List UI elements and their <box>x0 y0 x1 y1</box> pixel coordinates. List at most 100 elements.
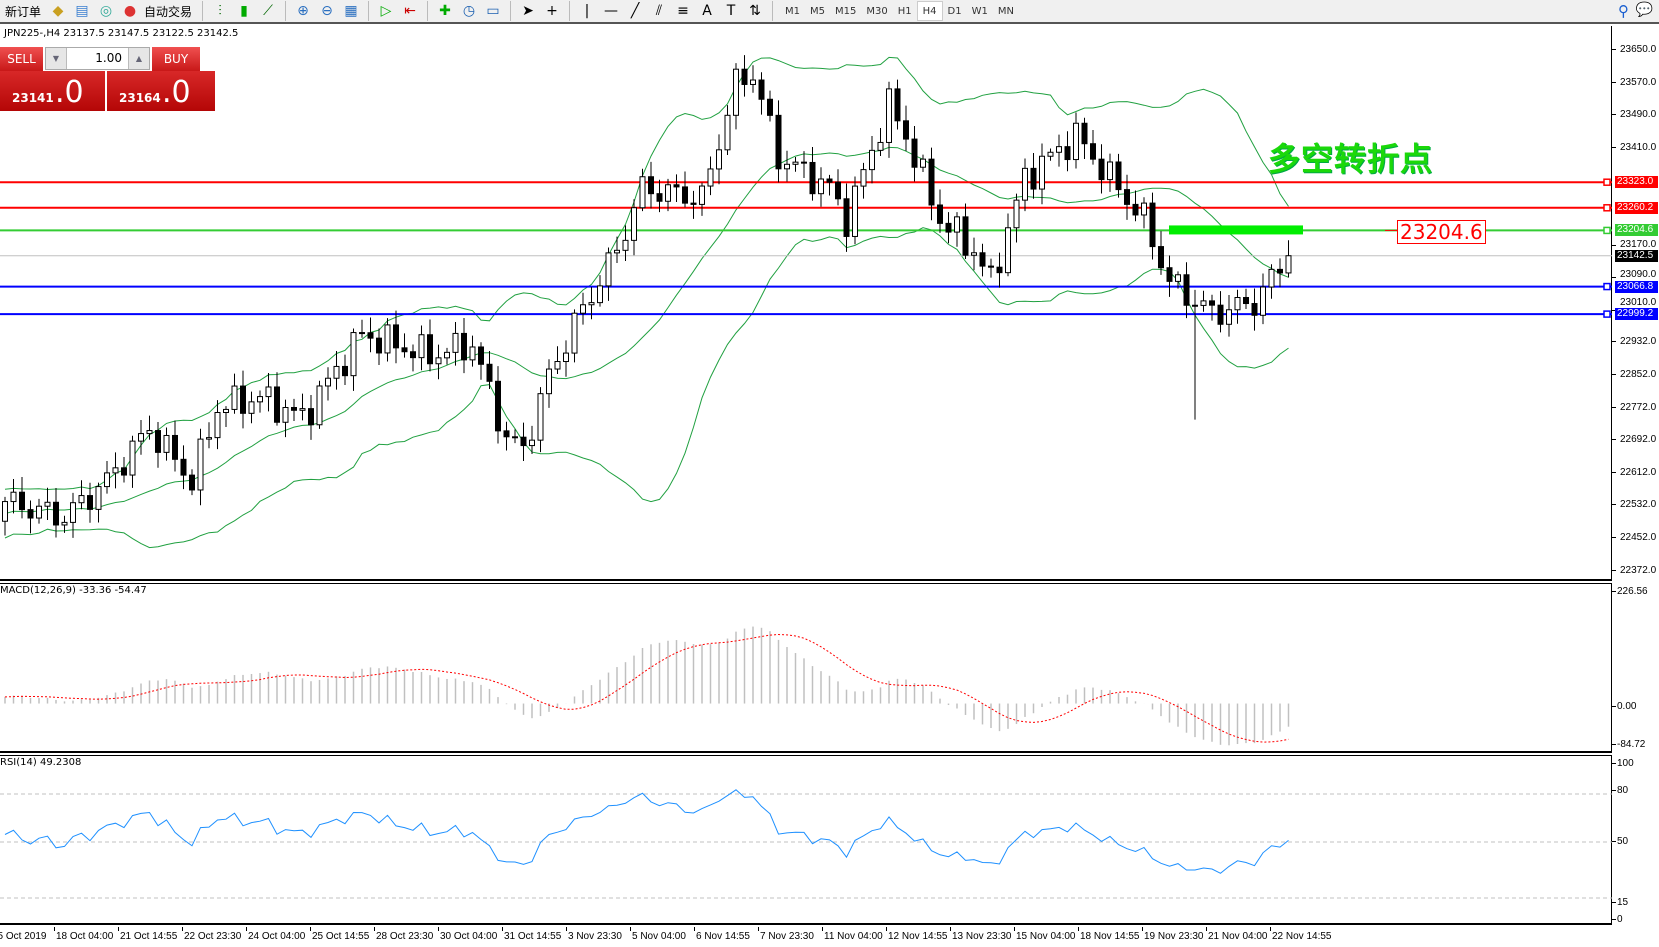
timeframe-mn[interactable]: MN <box>997 5 1014 17</box>
candle-body <box>1005 227 1011 274</box>
bar-chart-icon[interactable]: ⫶ <box>218 3 222 19</box>
candle-body <box>716 149 722 170</box>
indicators-icon[interactable]: ✚ <box>439 3 451 19</box>
price-tick <box>1612 341 1616 343</box>
periods-icon[interactable]: ◷ <box>462 3 476 19</box>
candle <box>308 395 314 440</box>
tile-windows-icon[interactable]: ▦ <box>344 3 358 19</box>
candle-body <box>571 312 578 354</box>
candle-body <box>172 434 178 460</box>
crosshair-icon[interactable]: + <box>546 3 558 19</box>
cursor-icon[interactable]: ➤ <box>522 3 534 19</box>
candle <box>852 176 858 245</box>
navigator-icon[interactable]: ◎ <box>99 3 113 19</box>
candle-body <box>1081 122 1088 145</box>
candle <box>520 422 527 461</box>
candle-body <box>699 185 705 205</box>
line-chart-icon[interactable]: ⟋ <box>263 3 273 19</box>
candle <box>469 335 476 367</box>
candle-body <box>546 368 552 395</box>
time-tick <box>118 927 119 931</box>
price-tick-label: 23170.0 <box>1620 238 1657 250</box>
candle-body <box>597 285 603 304</box>
buy-price-button[interactable]: 23164 .0 <box>107 71 215 111</box>
candle <box>401 333 408 358</box>
candle <box>44 487 51 521</box>
time-tick <box>374 927 375 931</box>
time-tick <box>822 927 823 931</box>
macd-pane[interactable]: MACD(12,26,9) -33.36 -54.47 <box>0 583 1612 753</box>
horizontal-line-icon[interactable]: — <box>604 3 619 19</box>
candle-body <box>1107 161 1113 181</box>
candle <box>1030 153 1037 199</box>
timeframe-w1[interactable]: W1 <box>971 5 988 17</box>
candle <box>257 390 263 413</box>
fibonacci-icon[interactable]: ≡ <box>677 3 689 19</box>
candle <box>665 178 671 212</box>
sell-button[interactable]: SELL <box>0 47 43 71</box>
candlestick-icon[interactable]: ▮ <box>240 3 248 19</box>
equidistant-channel-icon[interactable]: ⫽ <box>655 3 663 19</box>
candle-body <box>19 491 25 511</box>
macd-signal-line <box>4 633 1289 743</box>
candle-body <box>911 138 918 168</box>
candle <box>979 243 986 277</box>
data-window-icon[interactable]: ▤ <box>75 3 89 19</box>
sell-price: 23141 <box>12 91 54 105</box>
trendline-icon[interactable]: ╱ <box>630 3 640 19</box>
arrows-icon[interactable]: ⇅ <box>749 3 761 19</box>
search-icon[interactable]: ⚲ <box>1618 2 1629 20</box>
main-chart-pane[interactable]: JPN225-,H4 23137.5 23147.5 23122.5 23142… <box>0 26 1612 581</box>
timeframe-d1[interactable]: D1 <box>947 5 962 17</box>
annotation-text[interactable]: 多空转折点 <box>1268 140 1434 178</box>
price-tick-label: 22932.0 <box>1620 336 1657 348</box>
candle-body <box>529 439 535 447</box>
sell-price-button[interactable]: 23141 .0 <box>0 71 105 111</box>
timeframe-m5[interactable]: M5 <box>810 5 826 17</box>
lot-size-stepper[interactable]: ▼ 1.00 ▲ <box>45 47 150 70</box>
candle-body <box>869 149 875 171</box>
candle <box>1132 190 1139 222</box>
candle <box>1039 143 1045 205</box>
lot-increase-button[interactable]: ▲ <box>128 48 149 69</box>
auto-scroll-icon[interactable]: ▷ <box>380 3 392 19</box>
auto-trading-button[interactable]: 自动交易 <box>144 4 193 19</box>
text-label-icon[interactable]: T <box>726 3 736 19</box>
candle-body <box>155 430 161 453</box>
level-price-tag: 22999.2 <box>1615 308 1658 321</box>
zoom-in-icon[interactable]: ⊕ <box>297 3 309 19</box>
candle <box>10 478 17 514</box>
chart-shift-icon[interactable]: ⇤ <box>404 3 416 19</box>
candle <box>529 425 535 455</box>
lot-size-input[interactable]: 1.00 <box>95 51 122 65</box>
price-tick <box>1612 81 1616 83</box>
candle <box>767 90 773 122</box>
candle <box>384 318 391 362</box>
timeframe-h4[interactable]: H4 <box>916 1 943 21</box>
new-order-button[interactable]: 新订单 <box>5 4 42 19</box>
rsi-tick-label: 80 <box>1617 785 1629 796</box>
chat-icon[interactable]: 💬 <box>1635 2 1653 18</box>
candle-body <box>163 434 170 453</box>
market-watch-icon[interactable]: ◆ <box>52 3 64 19</box>
candle-body <box>342 365 348 377</box>
vertical-line-icon[interactable]: | <box>584 3 590 19</box>
candle <box>36 498 42 524</box>
candle-body <box>792 161 799 165</box>
timeframe-h1[interactable]: H1 <box>897 5 912 17</box>
separator <box>772 1 774 21</box>
zoom-out-icon[interactable]: ⊖ <box>321 3 333 19</box>
candle <box>775 100 782 183</box>
price-label-annotation[interactable]: 23204.6 <box>1397 220 1486 244</box>
text-icon[interactable]: A <box>702 3 712 19</box>
timeframe-m15[interactable]: M15 <box>835 5 857 17</box>
lot-decrease-button[interactable]: ▼ <box>46 48 67 69</box>
timeframe-m30[interactable]: M30 <box>866 5 888 17</box>
timeframe-m1[interactable]: M1 <box>785 5 801 17</box>
time-tick <box>54 927 55 931</box>
separator <box>427 1 429 21</box>
candle-body <box>1277 268 1283 274</box>
buy-button[interactable]: BUY <box>152 47 200 71</box>
rsi-pane[interactable]: RSI(14) 49.2308 <box>0 755 1612 925</box>
templates-icon[interactable]: ▭ <box>486 3 500 19</box>
